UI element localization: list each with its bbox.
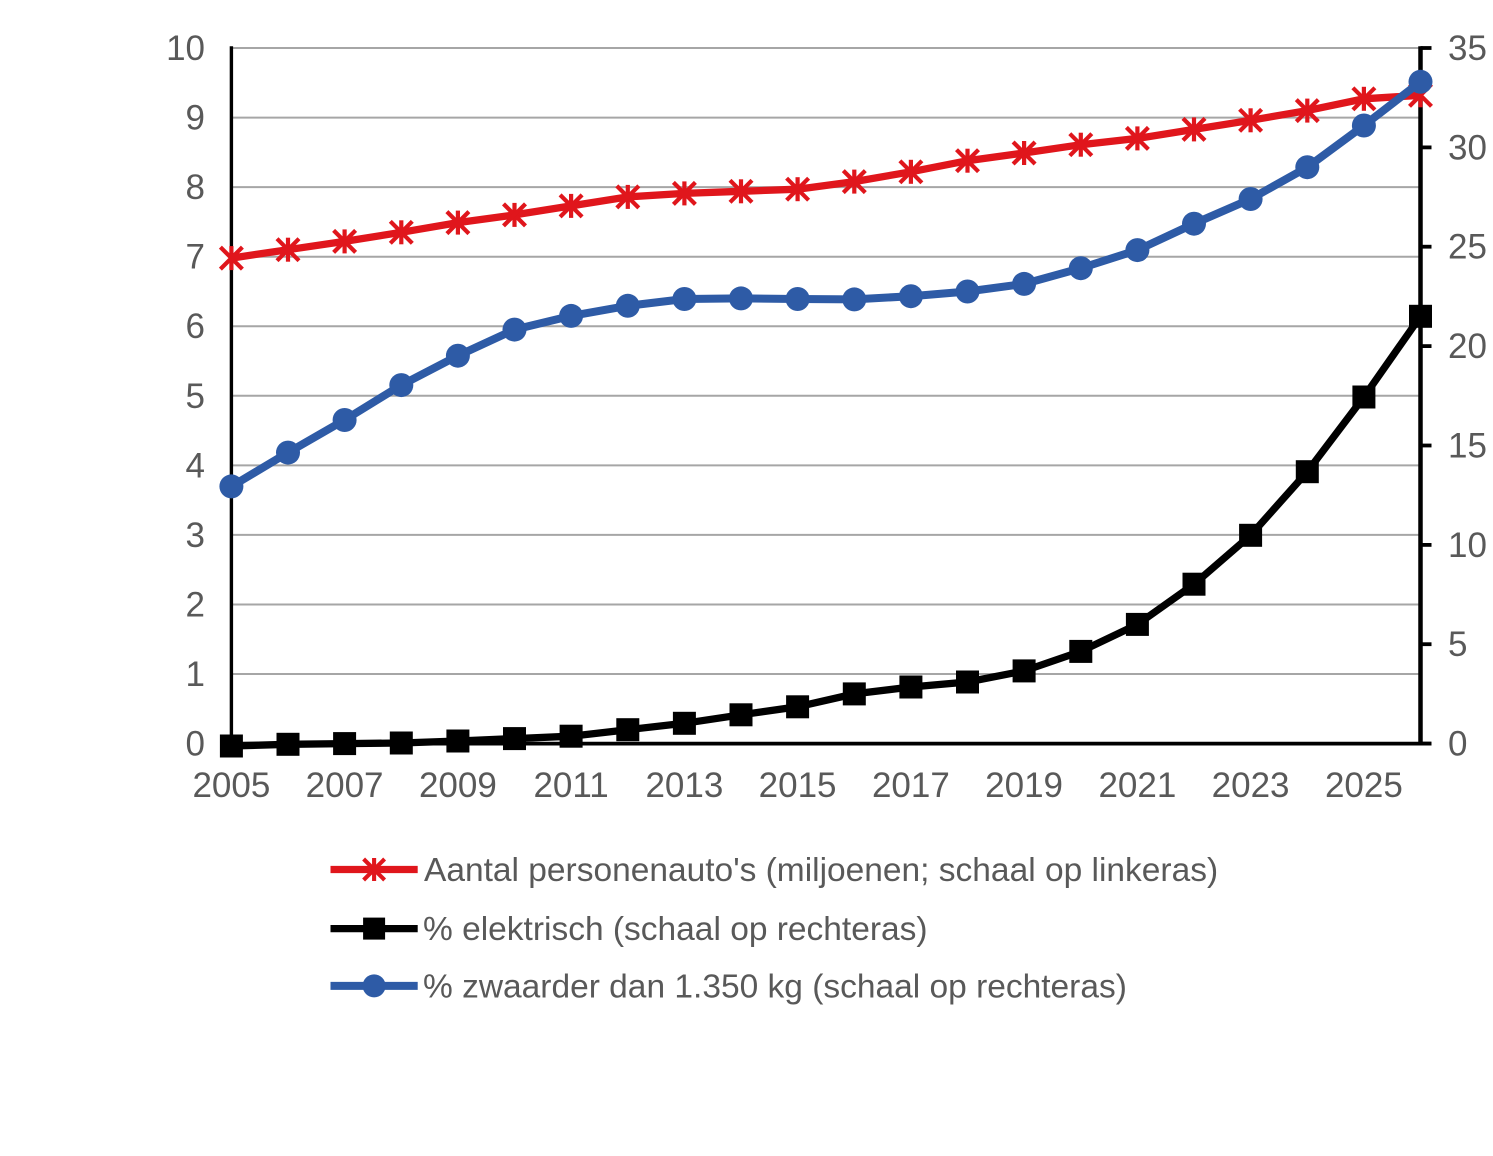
svg-text:10: 10 [1448,526,1487,565]
svg-text:% elektrisch (schaal op rechte: % elektrisch (schaal op rechteras) [423,911,928,948]
svg-text:8: 8 [186,168,205,207]
svg-text:4: 4 [186,446,205,485]
svg-text:Aantal personenauto's (miljoen: Aantal personenauto's (miljoenen; schaal… [424,852,1218,889]
svg-text:2011: 2011 [533,766,608,805]
svg-text:7: 7 [186,238,205,277]
svg-text:2021: 2021 [1098,766,1176,805]
svg-text:30: 30 [1448,128,1487,167]
svg-text:25: 25 [1448,228,1487,267]
svg-text:2023: 2023 [1212,766,1290,805]
svg-text:5: 5 [186,377,205,416]
svg-text:20: 20 [1448,327,1487,366]
svg-text:3: 3 [186,516,205,555]
svg-text:2: 2 [186,586,205,625]
svg-text:10: 10 [166,29,205,68]
svg-text:1: 1 [186,655,205,694]
svg-text:2007: 2007 [306,766,384,805]
svg-text:2025: 2025 [1325,766,1403,805]
svg-text:2005: 2005 [192,766,270,805]
svg-text:0: 0 [186,725,205,764]
svg-text:2019: 2019 [985,766,1063,805]
svg-text:9: 9 [186,99,205,138]
svg-text:35: 35 [1448,29,1487,68]
svg-text:2013: 2013 [645,766,723,805]
svg-text:5: 5 [1448,625,1467,664]
svg-text:2009: 2009 [419,766,497,805]
svg-text:6: 6 [186,307,205,346]
svg-text:2017: 2017 [872,766,950,805]
svg-text:0: 0 [1448,725,1467,764]
svg-text:2015: 2015 [759,766,837,805]
svg-text:% zwaarder dan 1.350 kg (schaa: % zwaarder dan 1.350 kg (schaal op recht… [423,968,1127,1005]
svg-text:15: 15 [1448,427,1487,466]
